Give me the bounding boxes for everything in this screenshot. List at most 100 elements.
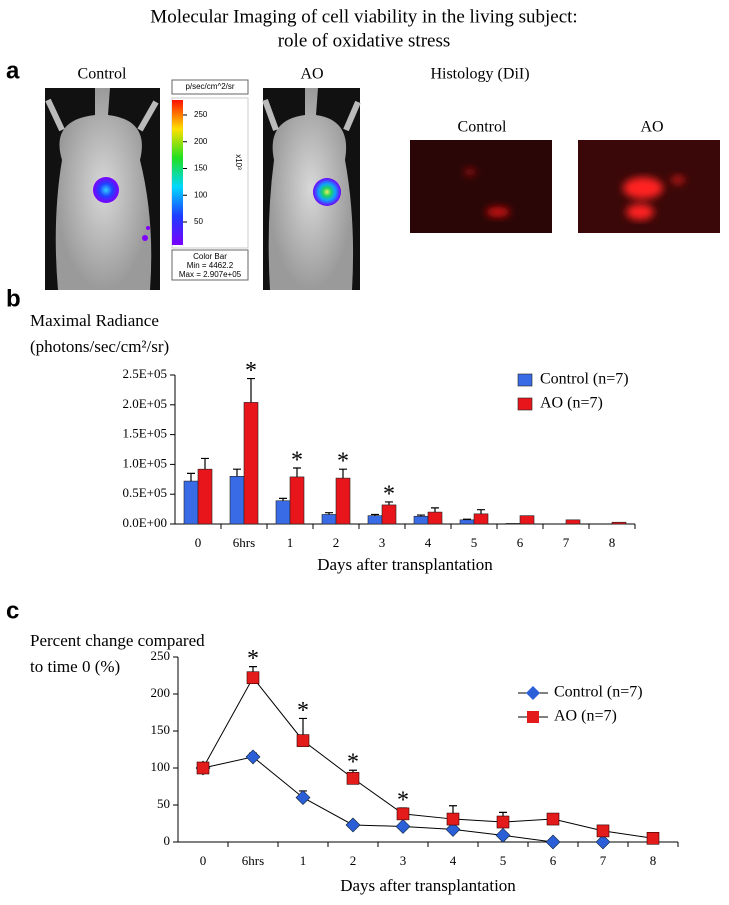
point bbox=[396, 807, 410, 821]
x-tick-label: 5 bbox=[471, 535, 478, 550]
y-axis-label: Maximal Radiance bbox=[30, 311, 159, 330]
y-tick-label: 200 bbox=[151, 685, 171, 700]
y-tick-label: 150 bbox=[151, 722, 171, 737]
histology-title: Histology (DiI) bbox=[430, 66, 529, 83]
image-label: AO bbox=[300, 66, 323, 83]
x-tick-label: 8 bbox=[650, 853, 657, 868]
x-tick-label: 7 bbox=[563, 535, 570, 550]
x-tick-label: 0 bbox=[200, 853, 207, 868]
error-bar bbox=[201, 457, 209, 470]
y-tick-label: 2.0E+05 bbox=[122, 396, 167, 411]
bar bbox=[611, 521, 627, 525]
colorbar-footer: Min = 4462.2 bbox=[187, 261, 234, 270]
histology-label: AO bbox=[640, 119, 663, 136]
error-bar bbox=[293, 467, 301, 477]
error-bar bbox=[431, 507, 439, 513]
x-tick-label: 6hrs bbox=[233, 535, 255, 550]
x-tick-label: 6 bbox=[517, 535, 524, 550]
bar bbox=[473, 513, 489, 525]
x-tick-label: 7 bbox=[600, 853, 607, 868]
title-line: Molecular Imaging of cell viability in t… bbox=[150, 6, 577, 27]
point bbox=[295, 790, 311, 806]
bar bbox=[335, 477, 351, 525]
bar bbox=[367, 515, 383, 525]
colorbar-tick: 150 bbox=[194, 164, 208, 173]
point bbox=[496, 815, 510, 829]
x-tick-label: 2 bbox=[333, 535, 340, 550]
point bbox=[646, 831, 660, 845]
point bbox=[246, 671, 260, 685]
bar bbox=[519, 515, 535, 525]
colorbar bbox=[172, 100, 183, 245]
significance-marker: * bbox=[247, 646, 259, 672]
y-axis-label: Percent change compared bbox=[30, 631, 205, 650]
error-bar bbox=[233, 468, 241, 477]
y-tick-label: 250 bbox=[151, 648, 171, 663]
histology-label: Control bbox=[458, 119, 507, 136]
bar bbox=[381, 504, 397, 525]
y-tick-label: 1.0E+05 bbox=[122, 455, 167, 470]
point bbox=[446, 812, 460, 826]
bar bbox=[427, 511, 443, 525]
y-axis-label: to time 0 (%) bbox=[30, 657, 120, 676]
colorbar-tick: 200 bbox=[194, 137, 208, 146]
panel-label: a bbox=[6, 57, 20, 84]
error-bar bbox=[247, 377, 255, 403]
point bbox=[595, 834, 611, 850]
panel-label: b bbox=[6, 285, 21, 312]
mouse-image bbox=[262, 88, 361, 290]
x-tick-label: 1 bbox=[287, 535, 294, 550]
x-tick-label: 4 bbox=[450, 853, 457, 868]
histology-image bbox=[410, 140, 552, 233]
point bbox=[245, 749, 261, 765]
x-tick-label: 3 bbox=[379, 535, 386, 550]
significance-marker: * bbox=[383, 481, 395, 507]
point bbox=[445, 821, 461, 837]
point bbox=[196, 761, 210, 775]
legend-swatch bbox=[517, 397, 533, 411]
significance-marker: * bbox=[397, 787, 409, 813]
x-tick-label: 0 bbox=[195, 535, 202, 550]
error-bar bbox=[463, 518, 471, 520]
x-tick-label: 1 bbox=[300, 853, 307, 868]
error-bar bbox=[187, 472, 195, 482]
y-axis-label: (photons/sec/cm²/sr) bbox=[30, 337, 169, 356]
y-tick-label: 0.5E+05 bbox=[122, 485, 167, 500]
y-tick-label: 0 bbox=[164, 833, 171, 848]
x-tick-label: 6hrs bbox=[242, 853, 264, 868]
significance-marker: * bbox=[291, 447, 303, 473]
legend-label: Control (n=7) bbox=[540, 371, 629, 388]
colorbar-unit: p/sec/cm^2/sr bbox=[185, 82, 234, 91]
point bbox=[296, 734, 310, 747]
error-bar bbox=[385, 501, 393, 505]
bar bbox=[183, 480, 199, 525]
point bbox=[345, 817, 361, 833]
colorbar-exponent: x10³ bbox=[234, 154, 243, 170]
colorbar-footer: Color Bar bbox=[193, 252, 227, 261]
x-tick-label: 3 bbox=[400, 853, 407, 868]
image-label: Control bbox=[78, 66, 127, 83]
bar bbox=[243, 402, 259, 525]
colorbar-panel: p/sec/cm^2/sr x10³ Color Bar Min = 4462.… bbox=[171, 79, 249, 281]
histology-image bbox=[578, 140, 720, 233]
legend-label: AO (n=7) bbox=[540, 395, 603, 412]
legend-label: Control (n=7) bbox=[554, 684, 643, 701]
colorbar-tick: 100 bbox=[194, 190, 208, 199]
y-tick-label: 50 bbox=[157, 796, 170, 811]
colorbar-tick: 50 bbox=[194, 217, 203, 226]
error-bar bbox=[339, 468, 347, 479]
error-bar bbox=[371, 513, 379, 516]
legend-label: AO (n=7) bbox=[554, 708, 617, 725]
colorbar-tick: 250 bbox=[194, 110, 208, 119]
mouse-image bbox=[45, 88, 160, 290]
series-line bbox=[202, 676, 654, 839]
x-tick-label: 2 bbox=[350, 853, 357, 868]
point bbox=[546, 812, 560, 826]
bar bbox=[275, 500, 291, 525]
x-tick-label: 5 bbox=[500, 853, 507, 868]
bar bbox=[505, 523, 521, 525]
bar bbox=[565, 519, 581, 525]
legend-swatch bbox=[517, 373, 533, 387]
y-tick-label: 100 bbox=[151, 759, 171, 774]
